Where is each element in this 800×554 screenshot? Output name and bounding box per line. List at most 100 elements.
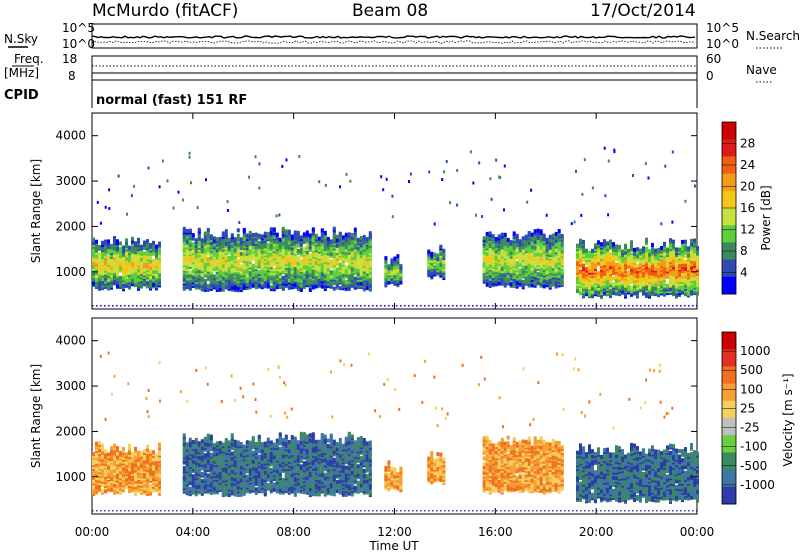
echo-cell	[293, 230, 297, 235]
echo-cell	[329, 243, 333, 247]
ground-scatter-dot	[328, 305, 330, 307]
ground-scatter-dot	[404, 305, 406, 307]
nave-tick-bottom: 0	[706, 69, 714, 83]
sparse-echo	[226, 200, 229, 204]
echo-cell	[257, 240, 261, 245]
echo-cell	[509, 245, 513, 250]
echo-cell	[530, 245, 534, 250]
echo-cell	[618, 252, 621, 257]
sparse-echo	[603, 146, 606, 150]
echo-cell	[287, 240, 291, 245]
echo-cell	[281, 226, 285, 231]
echo-cell	[482, 250, 486, 255]
echo-cell	[576, 280, 579, 284]
ground-scatter-dot	[636, 305, 638, 307]
ground-scatter-dot	[580, 305, 582, 307]
ground-scatter-dot	[388, 305, 390, 307]
echo-cell	[236, 248, 240, 253]
ground-scatter-dot	[396, 305, 398, 307]
echo-cell	[266, 275, 270, 280]
echo-cell	[134, 259, 137, 264]
echo-cell	[230, 276, 234, 281]
echo-cell	[305, 230, 309, 235]
echo-cell	[131, 464, 134, 469]
echo-cell	[152, 240, 155, 245]
echo-cell	[338, 231, 342, 236]
echo-cell	[554, 259, 558, 264]
echo-cell	[215, 237, 219, 242]
echo-cell	[585, 248, 588, 253]
echo-cell	[137, 479, 140, 484]
echo-cell	[314, 261, 318, 265]
ground-scatter-dot	[528, 305, 530, 307]
echo-cell	[110, 464, 113, 469]
echo-cell	[657, 267, 660, 272]
echo-cell	[290, 234, 294, 239]
echo-cell	[146, 251, 149, 256]
echo-cell	[236, 228, 240, 233]
echo-cell	[335, 254, 339, 259]
sparse-echo	[104, 205, 107, 209]
echo-cell	[314, 233, 318, 238]
echo-cell	[642, 271, 645, 276]
echo-cell	[266, 257, 270, 262]
ground-scatter-dot	[316, 305, 318, 307]
echo-cell	[560, 279, 564, 284]
echo-cell	[594, 265, 597, 269]
echo-cell	[494, 244, 498, 249]
echo-cell	[491, 234, 495, 239]
ground-scatter-dot	[164, 305, 166, 307]
echo-cell	[654, 286, 657, 291]
sparse-echo	[408, 180, 410, 183]
echo-cell	[524, 265, 528, 270]
echo-cell	[116, 446, 119, 451]
ground-scatter-dot	[252, 305, 254, 307]
echo-cell	[482, 236, 486, 241]
echo-cell	[341, 277, 345, 282]
echo-cell	[194, 437, 198, 442]
echo-cell	[305, 270, 309, 275]
echo-cell	[119, 241, 122, 246]
echo-cell	[152, 269, 155, 274]
ground-scatter-dot	[660, 305, 662, 307]
noise-tick-left-bottom: 10^0	[62, 37, 95, 51]
echo-cell	[281, 259, 285, 264]
echo-cell	[257, 270, 261, 274]
echo-cell	[509, 260, 513, 265]
echo-cell	[693, 262, 696, 267]
sparse-echo	[345, 172, 348, 176]
ground-scatter-dot	[484, 305, 486, 307]
echo-cell	[488, 249, 492, 254]
echo-cell	[353, 260, 357, 265]
ground-scatter-dot	[256, 305, 258, 307]
echo-cell	[158, 477, 161, 482]
sparse-echo	[166, 179, 169, 183]
echo-cell	[536, 259, 540, 264]
beam-title: Beam 08	[352, 1, 428, 21]
echo-cell	[107, 472, 110, 477]
echo-cell	[113, 268, 116, 273]
echo-cell	[260, 234, 264, 239]
ground-scatter-dot	[196, 305, 198, 307]
sparse-echo	[161, 159, 164, 163]
echo-cell	[131, 452, 134, 456]
echo-cell	[672, 272, 675, 277]
echo-cell	[119, 246, 122, 251]
echo-cell	[104, 458, 107, 463]
echo-cell	[482, 274, 486, 279]
ground-scatter-dot	[364, 305, 366, 307]
echo-cell	[591, 248, 594, 253]
echo-cell	[266, 242, 270, 247]
ground-scatter-dot	[228, 305, 230, 307]
sparse-echo	[96, 200, 99, 204]
echo-cell	[579, 291, 582, 296]
echo-cell	[359, 268, 363, 273]
echo-cell	[494, 280, 498, 285]
sparse-echo	[489, 177, 492, 181]
ground-scatter-dot	[564, 305, 566, 307]
echo-cell	[557, 229, 561, 233]
echo-cell	[227, 256, 231, 260]
ground-scatter-dot	[600, 305, 602, 307]
echo-cell	[191, 445, 195, 450]
echo-cell	[152, 450, 155, 455]
